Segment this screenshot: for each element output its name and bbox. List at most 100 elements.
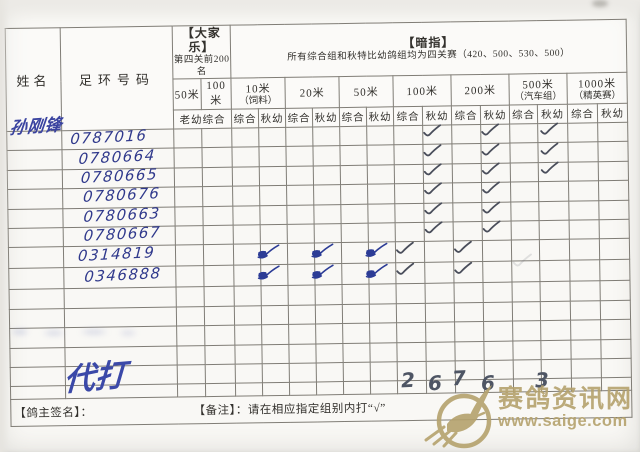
empty-cell	[234, 286, 262, 306]
mark-cell	[311, 263, 343, 286]
empty-cell	[483, 301, 513, 322]
empty-cell	[205, 383, 236, 397]
mark-cell	[452, 182, 482, 203]
mark-cell	[259, 166, 287, 186]
name-cell	[7, 208, 64, 229]
empty-cell	[262, 363, 290, 384]
mark-cell	[287, 223, 315, 244]
scan-speck	[592, 0, 608, 7]
header-distance-1000米: 1000米 （精英赛）	[566, 72, 628, 105]
empty-cell	[204, 344, 236, 365]
empty-cell	[396, 322, 426, 343]
mark-cell	[482, 240, 512, 262]
mark-cell	[394, 164, 424, 184]
checkmark-icon	[395, 263, 417, 283]
mark-cell	[569, 239, 600, 261]
mark-cell	[395, 222, 425, 243]
ring-number-cell: 0346888	[63, 264, 177, 290]
header-dajiale-50m: 50米	[172, 78, 202, 111]
mark-cell	[257, 243, 288, 266]
header-distance-100米: 100米	[392, 74, 452, 107]
mark-cell	[339, 145, 368, 166]
header-ring-column: 足环号码	[60, 26, 174, 131]
empty-cell	[64, 345, 178, 367]
empty-cell	[396, 341, 427, 362]
empty-cell	[454, 340, 485, 361]
empty-cell	[370, 381, 398, 395]
remark-label: 【备注】：	[193, 404, 248, 418]
mark-cell	[424, 221, 454, 242]
mark-cell	[365, 242, 396, 264]
empty-cell	[483, 321, 513, 341]
owner-signature-label: 【鸽主签名】：	[14, 407, 93, 421]
empty-cell	[316, 381, 344, 396]
blob-checkmark-icon	[257, 244, 282, 265]
empty-cell	[288, 324, 316, 344]
empty-cell	[483, 340, 514, 361]
empty-cell	[571, 358, 602, 379]
checkmark-icon	[394, 242, 416, 262]
checkmark-icon	[539, 122, 561, 142]
mark-cell	[423, 202, 454, 223]
empty-cell	[235, 383, 263, 397]
empty-cell	[512, 301, 541, 322]
table-row: 0780663	[7, 199, 630, 229]
empty-cell	[512, 340, 542, 360]
header-qiuyou: 秋幼	[258, 108, 286, 128]
mark-cell	[510, 162, 539, 183]
mark-cell	[367, 164, 395, 185]
empty-cell	[315, 304, 343, 325]
empty-cell	[369, 342, 398, 363]
handwritten-ring-number: 0314819	[77, 243, 156, 266]
mark-cell	[569, 260, 600, 282]
empty-cell	[176, 306, 205, 327]
empty-cell	[513, 359, 542, 380]
mark-cell	[598, 161, 629, 181]
header-dajiale-group: 【大家乐】 第四关前200名	[172, 25, 231, 80]
mark-cell	[232, 185, 260, 206]
empty-cell	[288, 304, 316, 325]
mark-cell	[395, 262, 426, 285]
mark-cell	[424, 241, 454, 263]
mark-cell	[313, 204, 342, 224]
blob-checkmark-icon	[365, 242, 390, 263]
mark-cell	[451, 124, 481, 145]
header-name-column: 姓名	[5, 27, 62, 132]
header-qiuyou: 秋幼	[422, 105, 452, 126]
mark-cell	[568, 180, 599, 201]
blob-checkmark-icon	[311, 264, 336, 285]
mark-cell	[260, 224, 288, 245]
empty-cell	[261, 285, 289, 306]
table-row: 0780665	[7, 161, 629, 190]
empty-cell	[342, 303, 370, 324]
handwritten-ring-number: 0780665	[80, 165, 159, 187]
handwritten-ring-number: 0780664	[77, 145, 157, 168]
mark-cell	[538, 181, 569, 202]
mark-cell	[598, 199, 630, 220]
mark-cell	[232, 205, 261, 226]
empty-cell	[176, 325, 205, 346]
mark-cell	[340, 184, 368, 205]
empty-cell	[288, 285, 316, 306]
mark-cell	[174, 167, 203, 188]
mark-cell	[173, 148, 203, 168]
remark-text: 请在相应指定组别内打“√”	[247, 402, 386, 417]
empty-cell	[370, 361, 398, 382]
empty-cell	[455, 379, 485, 394]
mark-cell	[258, 146, 287, 167]
mark-cell	[599, 238, 630, 261]
dajiale-title: 【大家乐】	[181, 25, 221, 55]
mark-cell	[567, 122, 598, 143]
mark-cell	[481, 162, 511, 183]
name-cell	[8, 227, 64, 248]
empty-cell	[454, 302, 484, 323]
mark-cell	[511, 260, 541, 283]
mark-cell	[313, 184, 341, 205]
empty-cell	[540, 320, 571, 341]
mark-cell	[258, 127, 286, 148]
checkmark-icon	[422, 143, 444, 164]
table-row: 0780664	[6, 141, 629, 171]
mark-cell	[175, 244, 204, 267]
blob-checkmark-icon	[311, 243, 336, 264]
mark-cell	[311, 242, 342, 265]
